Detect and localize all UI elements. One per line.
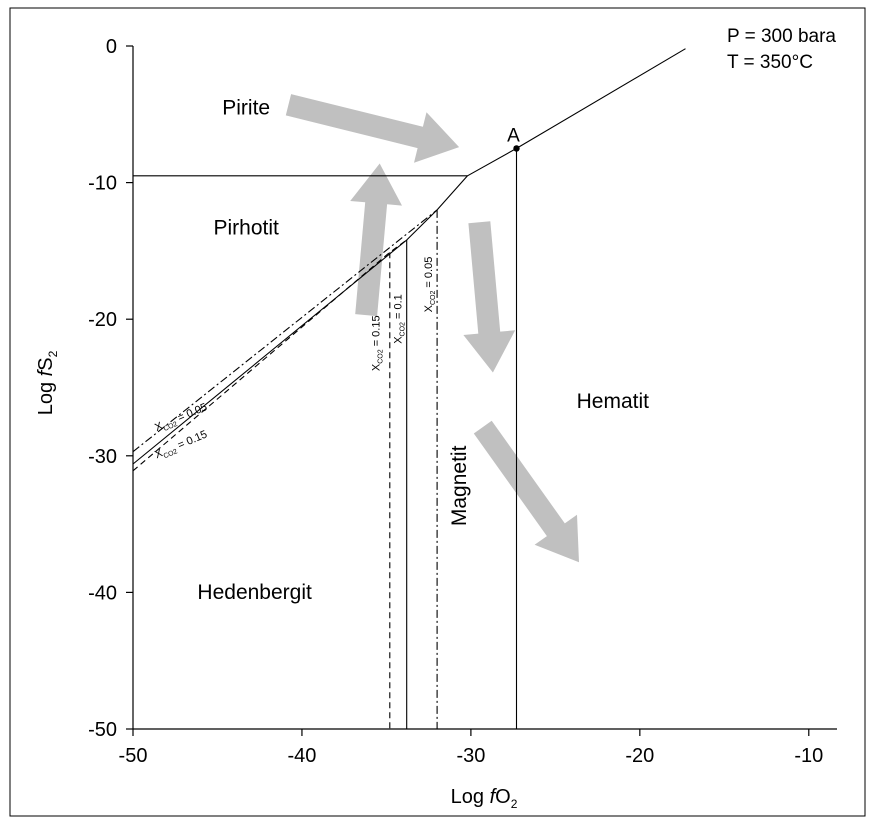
x-axis-title-sub: 2 (511, 797, 518, 811)
regions-layer: Pirite Pirhotit Hedenbergit Magnetit Hematit (197, 96, 649, 604)
ticks-layer: -50 -40 -30 -20 -10 0 -10 -20 -30 -40 -50 (88, 36, 823, 767)
y-tick-label: -10 (88, 173, 117, 195)
boundary-pirhotit-magnetit (436, 175, 468, 211)
y-axis-title-f: f (35, 368, 57, 376)
boundary-pirhotit-hedenbergit-0.15 (132, 239, 408, 472)
region-label-magnetit: Magnetit (448, 445, 471, 526)
y-tick-label: -20 (88, 309, 117, 331)
boundary-pirhotit-hedenbergit-0.05 (132, 209, 438, 453)
x-tick-label: -10 (794, 745, 823, 767)
point-a-label: A (507, 125, 520, 146)
region-label-pirhotit: Pirhotit (214, 217, 280, 240)
y-axis-title-prefix: Log (35, 376, 57, 415)
xco2-label: XCO2 = 0.05 (423, 257, 437, 313)
x-axis-title: Log fO2 (451, 786, 518, 811)
region-label-hedenbergit: Hedenbergit (197, 581, 312, 604)
y-axis-title-sub: 2 (46, 350, 60, 357)
x-axis-title-o: O (495, 786, 511, 808)
condition-temperature: T = 350°C (727, 52, 813, 73)
arrows-layer (285, 94, 579, 563)
x-tick-label: -40 (287, 745, 316, 767)
y-tick-label: -40 (88, 582, 117, 604)
x-tick-label: -30 (456, 745, 485, 767)
boundaries-layer (132, 48, 686, 729)
x-axis-title-prefix: Log (451, 786, 490, 808)
x-tick-label: -20 (625, 745, 654, 767)
y-tick-label: -30 (88, 446, 117, 468)
arrow-up (350, 163, 402, 317)
boundary-pirite-hematit (516, 48, 686, 149)
x-axis-title-f: f (490, 786, 498, 808)
y-tick-label: -50 (88, 719, 117, 741)
y-tick-label: 0 (106, 36, 117, 58)
arrow-to-a (285, 94, 460, 163)
arrow-down-right (473, 420, 579, 563)
y-axis-title: Log fS2 (35, 350, 60, 415)
y-axis-title-s: S (35, 357, 57, 370)
arrow-down-short (463, 221, 516, 373)
x-tick-label: -50 (119, 745, 148, 767)
point-a-marker (513, 145, 520, 152)
y-axis-title-group: Log fS2 (35, 350, 60, 415)
region-label-hematit: Hematit (577, 390, 650, 413)
region-label-pirite: Pirite (222, 96, 270, 119)
condition-pressure: P = 300 bara (727, 26, 836, 47)
boundary-pirite-magnetit (467, 147, 517, 177)
xco2-label: XCO2 = 0.1 (393, 294, 407, 344)
xco2-label: XCO2 = 0.15 (371, 315, 385, 371)
